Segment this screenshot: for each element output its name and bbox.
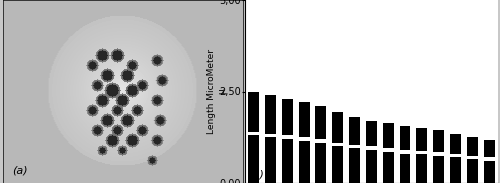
- Bar: [450, 157, 461, 183]
- Bar: [400, 126, 410, 150]
- Bar: [484, 161, 494, 183]
- Bar: [400, 154, 410, 183]
- Bar: [332, 112, 343, 143]
- Bar: [248, 92, 259, 132]
- Bar: [382, 123, 394, 148]
- Bar: [416, 154, 428, 183]
- Text: (b): (b): [248, 169, 264, 179]
- Text: (a): (a): [12, 166, 28, 176]
- Bar: [349, 117, 360, 145]
- Bar: [316, 106, 326, 139]
- Bar: [282, 99, 292, 135]
- Bar: [382, 152, 394, 183]
- Y-axis label: Length MicroMeter
µ: Length MicroMeter µ: [207, 49, 226, 134]
- Bar: [265, 137, 276, 183]
- Bar: [265, 95, 276, 134]
- Bar: [416, 128, 428, 151]
- Bar: [282, 139, 292, 183]
- Bar: [332, 146, 343, 183]
- Bar: [433, 130, 444, 152]
- Bar: [450, 134, 461, 154]
- Bar: [349, 148, 360, 183]
- Bar: [316, 143, 326, 183]
- Bar: [298, 102, 310, 137]
- Bar: [366, 150, 377, 183]
- Bar: [484, 140, 494, 157]
- Bar: [298, 141, 310, 183]
- Bar: [467, 137, 477, 156]
- Bar: [467, 159, 477, 183]
- Bar: [248, 135, 259, 183]
- Bar: [433, 156, 444, 183]
- Bar: [366, 121, 377, 146]
